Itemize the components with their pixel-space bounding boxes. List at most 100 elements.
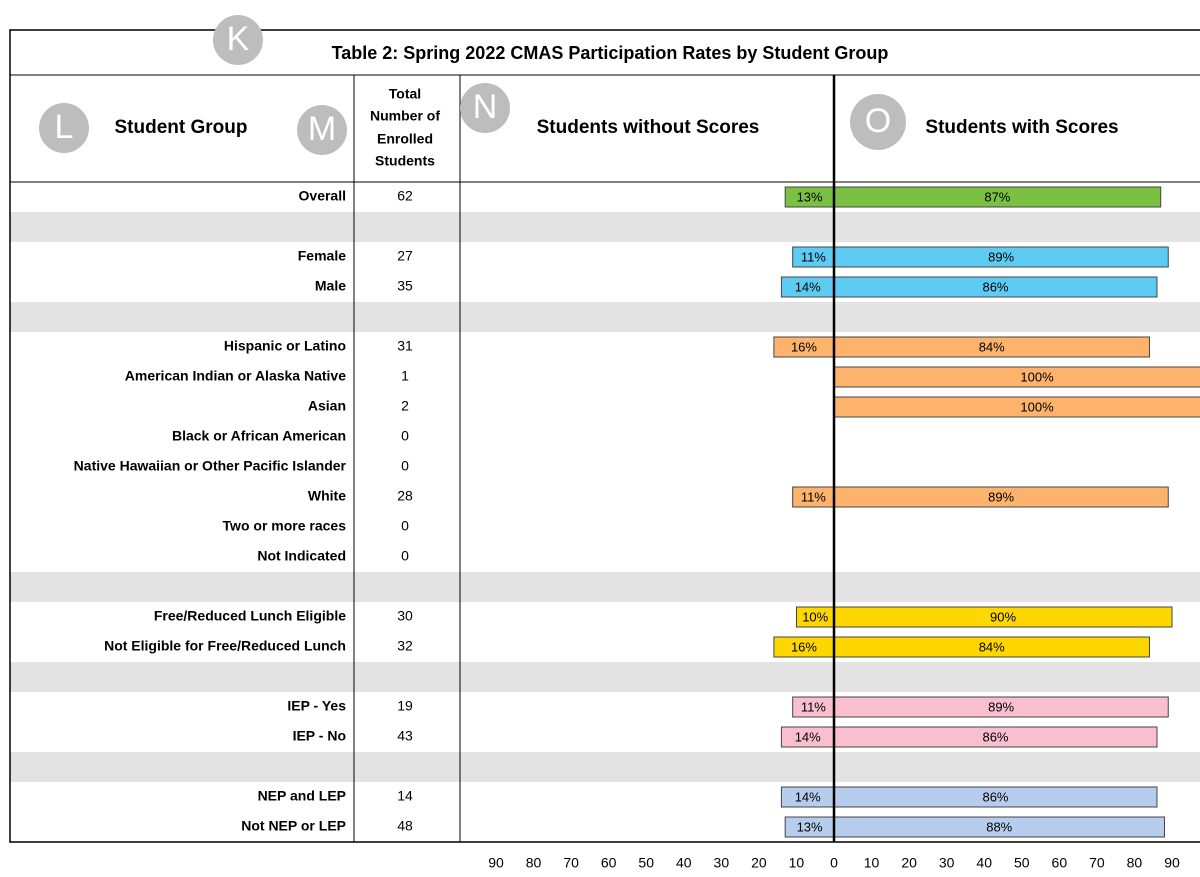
without-label: 16%	[791, 639, 817, 654]
group-label: Asian	[308, 398, 346, 414]
with-label: 86%	[982, 789, 1008, 804]
x-tick-label: 90	[1164, 855, 1180, 871]
group-label: IEP - Yes	[287, 698, 346, 714]
with-label: 89%	[988, 699, 1014, 714]
x-tick-label: 30	[714, 855, 730, 871]
group-label: Black or African American	[172, 428, 346, 444]
table-border	[9, 29, 1200, 843]
marker-circle	[213, 15, 263, 65]
group-label: American Indian or Alaska Native	[125, 368, 346, 384]
marker-circle	[460, 83, 510, 133]
with-label: 84%	[979, 339, 1005, 354]
enrolled-count: 0	[401, 428, 409, 444]
marker-circle	[850, 94, 906, 150]
separator-row	[10, 302, 1200, 332]
table-title: Table 2: Spring 2022 CMAS Participation …	[332, 43, 889, 63]
header: Students	[375, 153, 435, 169]
group-label: Not Eligible for Free/Reduced Lunch	[104, 638, 346, 654]
enrolled-count: 14	[397, 788, 413, 804]
header: Student Group	[115, 117, 248, 138]
without-label: 11%	[801, 699, 826, 714]
enrolled-count: 35	[397, 278, 413, 294]
enrolled-count: 62	[397, 188, 413, 204]
without-label: 14%	[795, 729, 821, 744]
group-label: Native Hawaiian or Other Pacific Islande…	[74, 458, 347, 474]
rows: Overall 62 13% 87% Female 27 11% 89% Male 35 14% 86…	[74, 186, 1200, 838]
marker: M	[308, 110, 336, 148]
group-label: Not Indicated	[257, 548, 346, 564]
without-label: 16%	[791, 339, 817, 354]
marker: O	[865, 102, 891, 140]
without-label: 14%	[795, 789, 821, 804]
with-label: 88%	[986, 819, 1012, 834]
enrolled-count: 31	[397, 338, 413, 354]
without-label: 13%	[797, 819, 823, 834]
enrolled-count: 32	[397, 638, 413, 654]
x-tick-label: 80	[1127, 855, 1143, 871]
with-label: 86%	[982, 279, 1008, 294]
marker: K	[227, 20, 250, 58]
with-bar	[833, 366, 1200, 388]
enrolled-count: 19	[397, 698, 413, 714]
with-bar	[833, 396, 1200, 418]
enrolled-count: 27	[397, 248, 413, 264]
without-label: 10%	[802, 609, 828, 624]
header: Number of	[370, 108, 440, 124]
with-label: 100%	[1020, 369, 1054, 384]
x-tick-label: 40	[676, 855, 692, 871]
with-label: 90%	[990, 609, 1016, 624]
separator-row	[10, 662, 1200, 692]
x-tick-label: 10	[789, 855, 805, 871]
marker-circle	[39, 103, 89, 153]
enrolled-count: 48	[397, 818, 413, 834]
without-label: 14%	[795, 279, 821, 294]
marker: L	[55, 108, 74, 146]
x-tick-label: 70	[563, 855, 579, 871]
x-tick-label: 10	[864, 855, 880, 871]
without-label: 11%	[801, 249, 826, 264]
x-tick-label: 80	[526, 855, 542, 871]
enrolled-count: 43	[397, 728, 413, 744]
x-tick-label: 40	[976, 855, 992, 871]
with-label: 86%	[982, 729, 1008, 744]
separator-row	[10, 752, 1200, 782]
group-label: Hispanic or Latino	[224, 338, 346, 354]
group-label: Male	[315, 278, 346, 294]
enrolled-count: 0	[401, 548, 409, 564]
x-tick-label: 20	[901, 855, 917, 871]
x-tick-label: 50	[1014, 855, 1030, 871]
enrolled-count: 30	[397, 608, 413, 624]
x-tick-label: 50	[638, 855, 654, 871]
header: Enrolled	[377, 131, 433, 147]
x-tick-label: 60	[1052, 855, 1068, 871]
group-label: White	[308, 488, 346, 504]
with-label: 87%	[984, 189, 1010, 204]
enrolled-count: 28	[397, 488, 413, 504]
header: Students with Scores	[925, 117, 1118, 138]
group-label: Not NEP or LEP	[241, 818, 346, 834]
group-label: Free/Reduced Lunch Eligible	[154, 608, 346, 624]
header: Students without Scores	[537, 117, 760, 138]
with-label: 89%	[988, 249, 1014, 264]
x-tick-label: 60	[601, 855, 617, 871]
with-label: 89%	[988, 489, 1014, 504]
enrolled-count: 2	[401, 398, 409, 414]
markers: K L M N O	[39, 15, 906, 155]
enrolled-count: 1	[401, 368, 409, 384]
group-label: Two or more races	[223, 518, 347, 534]
x-tick-label: 90	[488, 855, 504, 871]
group-label: IEP - No	[293, 728, 346, 744]
group-label: Overall	[299, 188, 346, 204]
backgrounds	[10, 212, 1200, 782]
group-label: NEP and LEP	[258, 788, 346, 804]
header: Total	[389, 86, 421, 102]
x-tick-label: 0	[830, 855, 838, 871]
separator-row	[10, 212, 1200, 242]
x-tick-label: 30	[939, 855, 955, 871]
with-label: 100%	[1020, 399, 1054, 414]
separator-row	[10, 572, 1200, 602]
without-label: 13%	[797, 189, 823, 204]
enrolled-count: 0	[401, 518, 409, 534]
x-tick-label: 70	[1089, 855, 1105, 871]
with-label: 84%	[979, 639, 1005, 654]
